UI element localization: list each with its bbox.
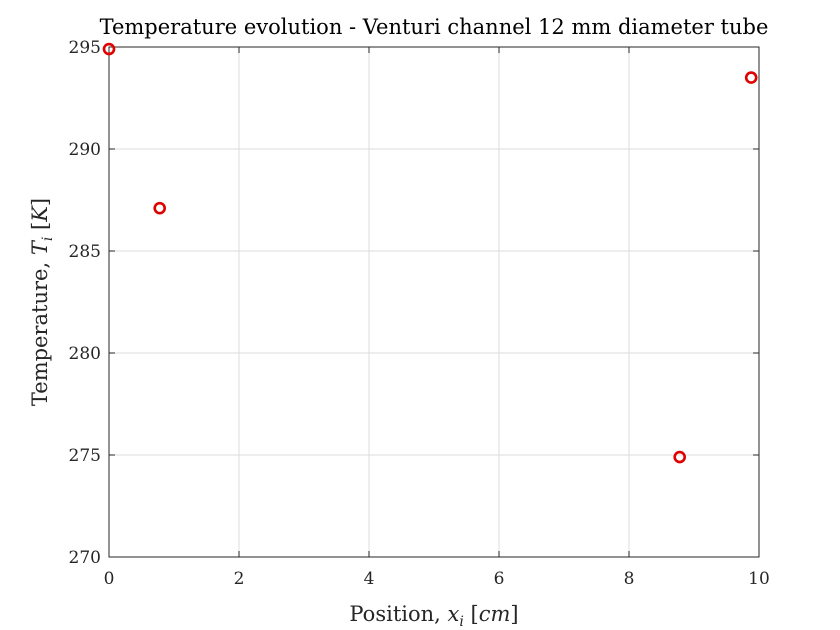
x-axis-symbol: x xyxy=(448,602,460,626)
x-tick-label: 10 xyxy=(748,569,770,589)
x-axis-unit: cm xyxy=(479,602,511,626)
y-axis-unit-open: [ xyxy=(28,222,52,237)
data-point xyxy=(102,42,116,56)
y-axis-label: Temperature, Ti [K] xyxy=(28,198,56,406)
x-tick-label: 4 xyxy=(364,569,375,589)
chart-title: Temperature evolution - Venturi channel … xyxy=(100,15,769,39)
y-axis-unit-close: ] xyxy=(28,198,52,206)
data-point xyxy=(673,450,687,464)
plot-area-frame xyxy=(108,46,760,558)
y-axis-unit: K xyxy=(28,205,52,223)
data-point xyxy=(153,201,166,215)
axis-ticks xyxy=(108,46,760,558)
grid-lines xyxy=(108,46,760,558)
y-tick-labels: 270 275 280 285 290 295 xyxy=(69,38,101,568)
x-axis-unit-open: [ xyxy=(464,602,479,626)
y-tick-label: 275 xyxy=(69,446,101,466)
x-tick-label: 2 xyxy=(234,569,245,589)
x-axis-subscript: i xyxy=(459,614,463,630)
y-tick-label: 285 xyxy=(69,242,101,262)
x-tick-label: 6 xyxy=(494,569,505,589)
y-tick-label: 280 xyxy=(69,344,101,364)
y-axis-subscript: i xyxy=(40,237,56,241)
x-axis-unit-close: ] xyxy=(510,602,518,626)
x-tick-labels: 0 2 4 6 8 10 xyxy=(104,569,770,589)
data-point xyxy=(744,71,758,84)
x-axis-label: Position, xi [cm] xyxy=(349,602,518,630)
y-axis-symbol: T xyxy=(28,239,52,255)
x-axis-label-prefix: Position, xyxy=(349,602,447,626)
y-tick-label: 295 xyxy=(69,38,101,58)
y-axis-label-prefix: Temperature, xyxy=(28,255,52,406)
data-points xyxy=(102,42,758,464)
y-tick-label: 290 xyxy=(69,140,101,160)
x-tick-label: 8 xyxy=(624,569,635,589)
x-tick-label: 0 xyxy=(104,569,115,589)
y-tick-label: 270 xyxy=(69,548,101,568)
